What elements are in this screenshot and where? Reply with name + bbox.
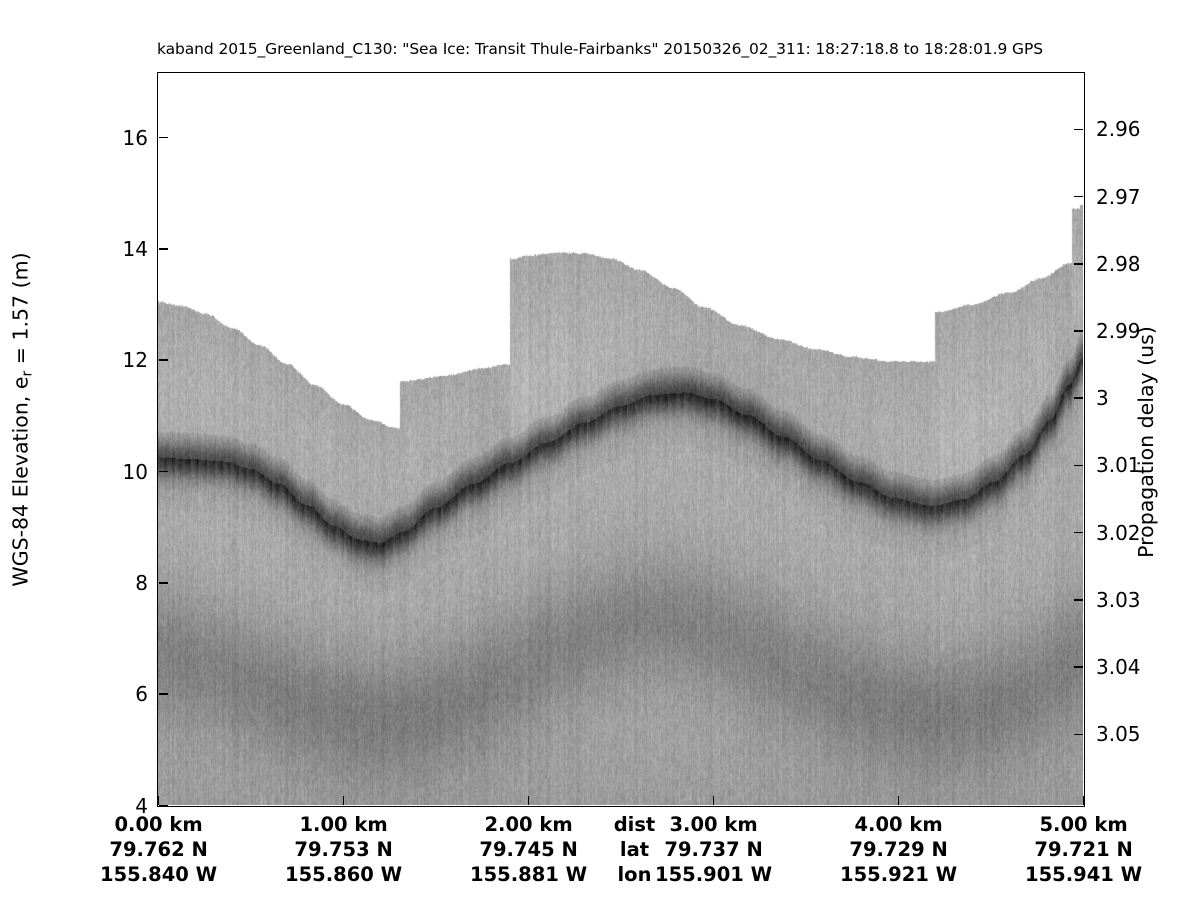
right-axis-tick-label: 3.01 (1096, 453, 1141, 478)
left-tick (158, 804, 168, 807)
bottom-tick (1082, 796, 1085, 806)
x-axis-dist-label: 4.00 km (854, 813, 943, 836)
left-axis-tick-label: 4 (135, 793, 148, 818)
left-tick (158, 582, 168, 584)
x-axis-lon-label: 155.901 W (655, 863, 773, 886)
bottom-tick (342, 796, 345, 806)
right-axis-tick-label: 2.98 (1096, 251, 1141, 276)
x-axis-key-dist: dist (613, 813, 656, 836)
right-tick (1074, 263, 1084, 265)
right-axis-labels: 2.96 2.97 2.98 2.99 3 3.01 3.02 3.03 3.04 3.05 (1096, 0, 1200, 900)
right-axis-tick-label: 2.99 (1096, 319, 1141, 344)
right-axis-tick-label: 3 (1096, 386, 1109, 411)
x-axis-lon-label: 155.840 W (100, 863, 218, 886)
right-axis-tick-label: 2.97 (1096, 184, 1141, 209)
x-axis-lat-label: 79.729 N (849, 838, 948, 861)
x-axis-column: 1.00 km 79.753 N 155.860 W (285, 812, 402, 887)
right-tick (1074, 195, 1084, 198)
x-axis-lat-label: 79.762 N (109, 838, 208, 861)
right-tick (1074, 733, 1084, 736)
right-tick (1074, 599, 1084, 601)
left-axis-tick-label: 16 (122, 125, 148, 150)
x-axis-column: 4.00 km 79.729 N 155.921 W (840, 812, 957, 887)
left-axis-title: WGS-84 Elevation, er = 1.57 (m) (9, 160, 36, 680)
right-axis-tick-label: 3.02 (1096, 520, 1141, 545)
x-axis-dist-label: 2.00 km (484, 813, 573, 836)
x-axis-lat-label: 79.745 N (479, 838, 578, 861)
figure-title: kaband 2015_Greenland_C130: "Sea Ice: Tr… (157, 40, 1043, 58)
x-axis-dist-label: 5.00 km (1039, 813, 1128, 836)
left-axis-labels: 16 14 12 10 8 6 4 (60, 0, 148, 900)
right-tick (1074, 464, 1084, 467)
echogram-image (158, 73, 1083, 805)
right-axis-title: Propagation delay (us) (1134, 326, 1158, 558)
x-axis-key-lat: lat (619, 838, 650, 861)
left-tick (158, 136, 168, 139)
x-axis-lon-label: 155.881 W (470, 863, 588, 886)
x-axis-lon-label: 155.921 W (840, 863, 958, 886)
x-axis-key-column: dist lat lon (614, 812, 656, 887)
x-axis-lat-label: 79.721 N (1034, 838, 1133, 861)
x-axis-column: 5.00 km 79.721 N 155.941 W (1025, 812, 1142, 887)
bottom-tick (157, 796, 160, 806)
x-axis-column: 3.00 km 79.737 N 155.901 W (655, 812, 772, 887)
right-tick (1074, 128, 1084, 131)
left-tick (158, 359, 168, 362)
right-axis-tick-label: 3.05 (1096, 722, 1141, 747)
plot-area (157, 72, 1085, 807)
left-tick (158, 248, 168, 250)
right-axis-tick-label: 2.96 (1096, 117, 1141, 142)
right-tick (1074, 330, 1084, 332)
x-axis-dist-label: 1.00 km (299, 813, 388, 836)
x-axis-lon-label: 155.941 W (1025, 863, 1143, 886)
left-axis-tick-label: 14 (122, 236, 148, 261)
x-axis-lat-label: 79.737 N (664, 838, 763, 861)
x-axis-lat-label: 79.753 N (294, 838, 393, 861)
right-tick (1074, 531, 1084, 534)
x-axis-key-lon: lon (617, 863, 652, 886)
left-tick (158, 693, 168, 696)
left-axis-title-sub: r (19, 370, 36, 377)
left-tick (158, 470, 168, 473)
left-axis-tick-label: 12 (122, 348, 148, 373)
bottom-tick (712, 796, 715, 806)
x-axis-column: 0.00 km 79.762 N 155.840 W (100, 812, 217, 887)
x-axis-dist-label: 3.00 km (669, 813, 758, 836)
left-axis-title-tail: = 1.57 (m) (8, 252, 33, 371)
left-axis-tick-label: 8 (135, 570, 148, 595)
left-axis-tick-label: 6 (135, 682, 148, 707)
right-axis-tick-label: 3.03 (1096, 587, 1141, 612)
left-axis-title-main: WGS-84 Elevation, e (8, 376, 33, 587)
right-tick (1074, 397, 1084, 400)
x-axis-dist-label: 0.00 km (114, 813, 203, 836)
bottom-tick (527, 796, 530, 806)
x-axis-lon-label: 155.860 W (285, 863, 403, 886)
bottom-tick (897, 796, 900, 806)
left-axis-tick-label: 10 (122, 459, 148, 484)
x-axis-column: 2.00 km 79.745 N 155.881 W (470, 812, 587, 887)
right-axis-tick-label: 3.04 (1096, 655, 1141, 680)
right-tick (1074, 666, 1084, 668)
